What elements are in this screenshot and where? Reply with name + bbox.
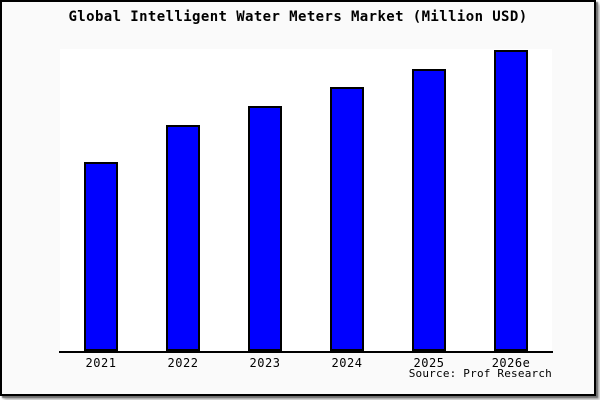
bar-2022 xyxy=(166,125,200,351)
x-axis-label-2023: 2023 xyxy=(249,356,281,370)
bar-slot xyxy=(224,49,306,351)
plot-area xyxy=(60,49,552,351)
bar-slot xyxy=(142,49,224,351)
bar-2025 xyxy=(412,69,446,351)
x-axis-label-2022: 2022 xyxy=(167,356,199,370)
x-axis-line xyxy=(59,351,553,353)
bar-2023 xyxy=(248,106,282,351)
bar-2021 xyxy=(84,162,118,351)
x-axis-label-2024: 2024 xyxy=(331,356,363,370)
bars xyxy=(60,49,552,351)
bar-slot xyxy=(388,49,470,351)
bar-2026e xyxy=(494,50,528,351)
bar-2024 xyxy=(330,87,364,351)
x-axis-label-2025: 2025 xyxy=(413,356,445,370)
chart-title: Global Intelligent Water Meters Market (… xyxy=(68,9,528,25)
bar-slot xyxy=(60,49,142,351)
bar-slot xyxy=(470,49,552,351)
x-axis-labels: 2021 2022 2023 2024 2025 2026e xyxy=(60,356,552,370)
bar-slot xyxy=(306,49,388,351)
x-axis-label-2026e: 2026e xyxy=(491,356,531,370)
source-attribution: Source: Prof Research xyxy=(408,367,552,380)
x-axis-label-2021: 2021 xyxy=(85,356,117,370)
